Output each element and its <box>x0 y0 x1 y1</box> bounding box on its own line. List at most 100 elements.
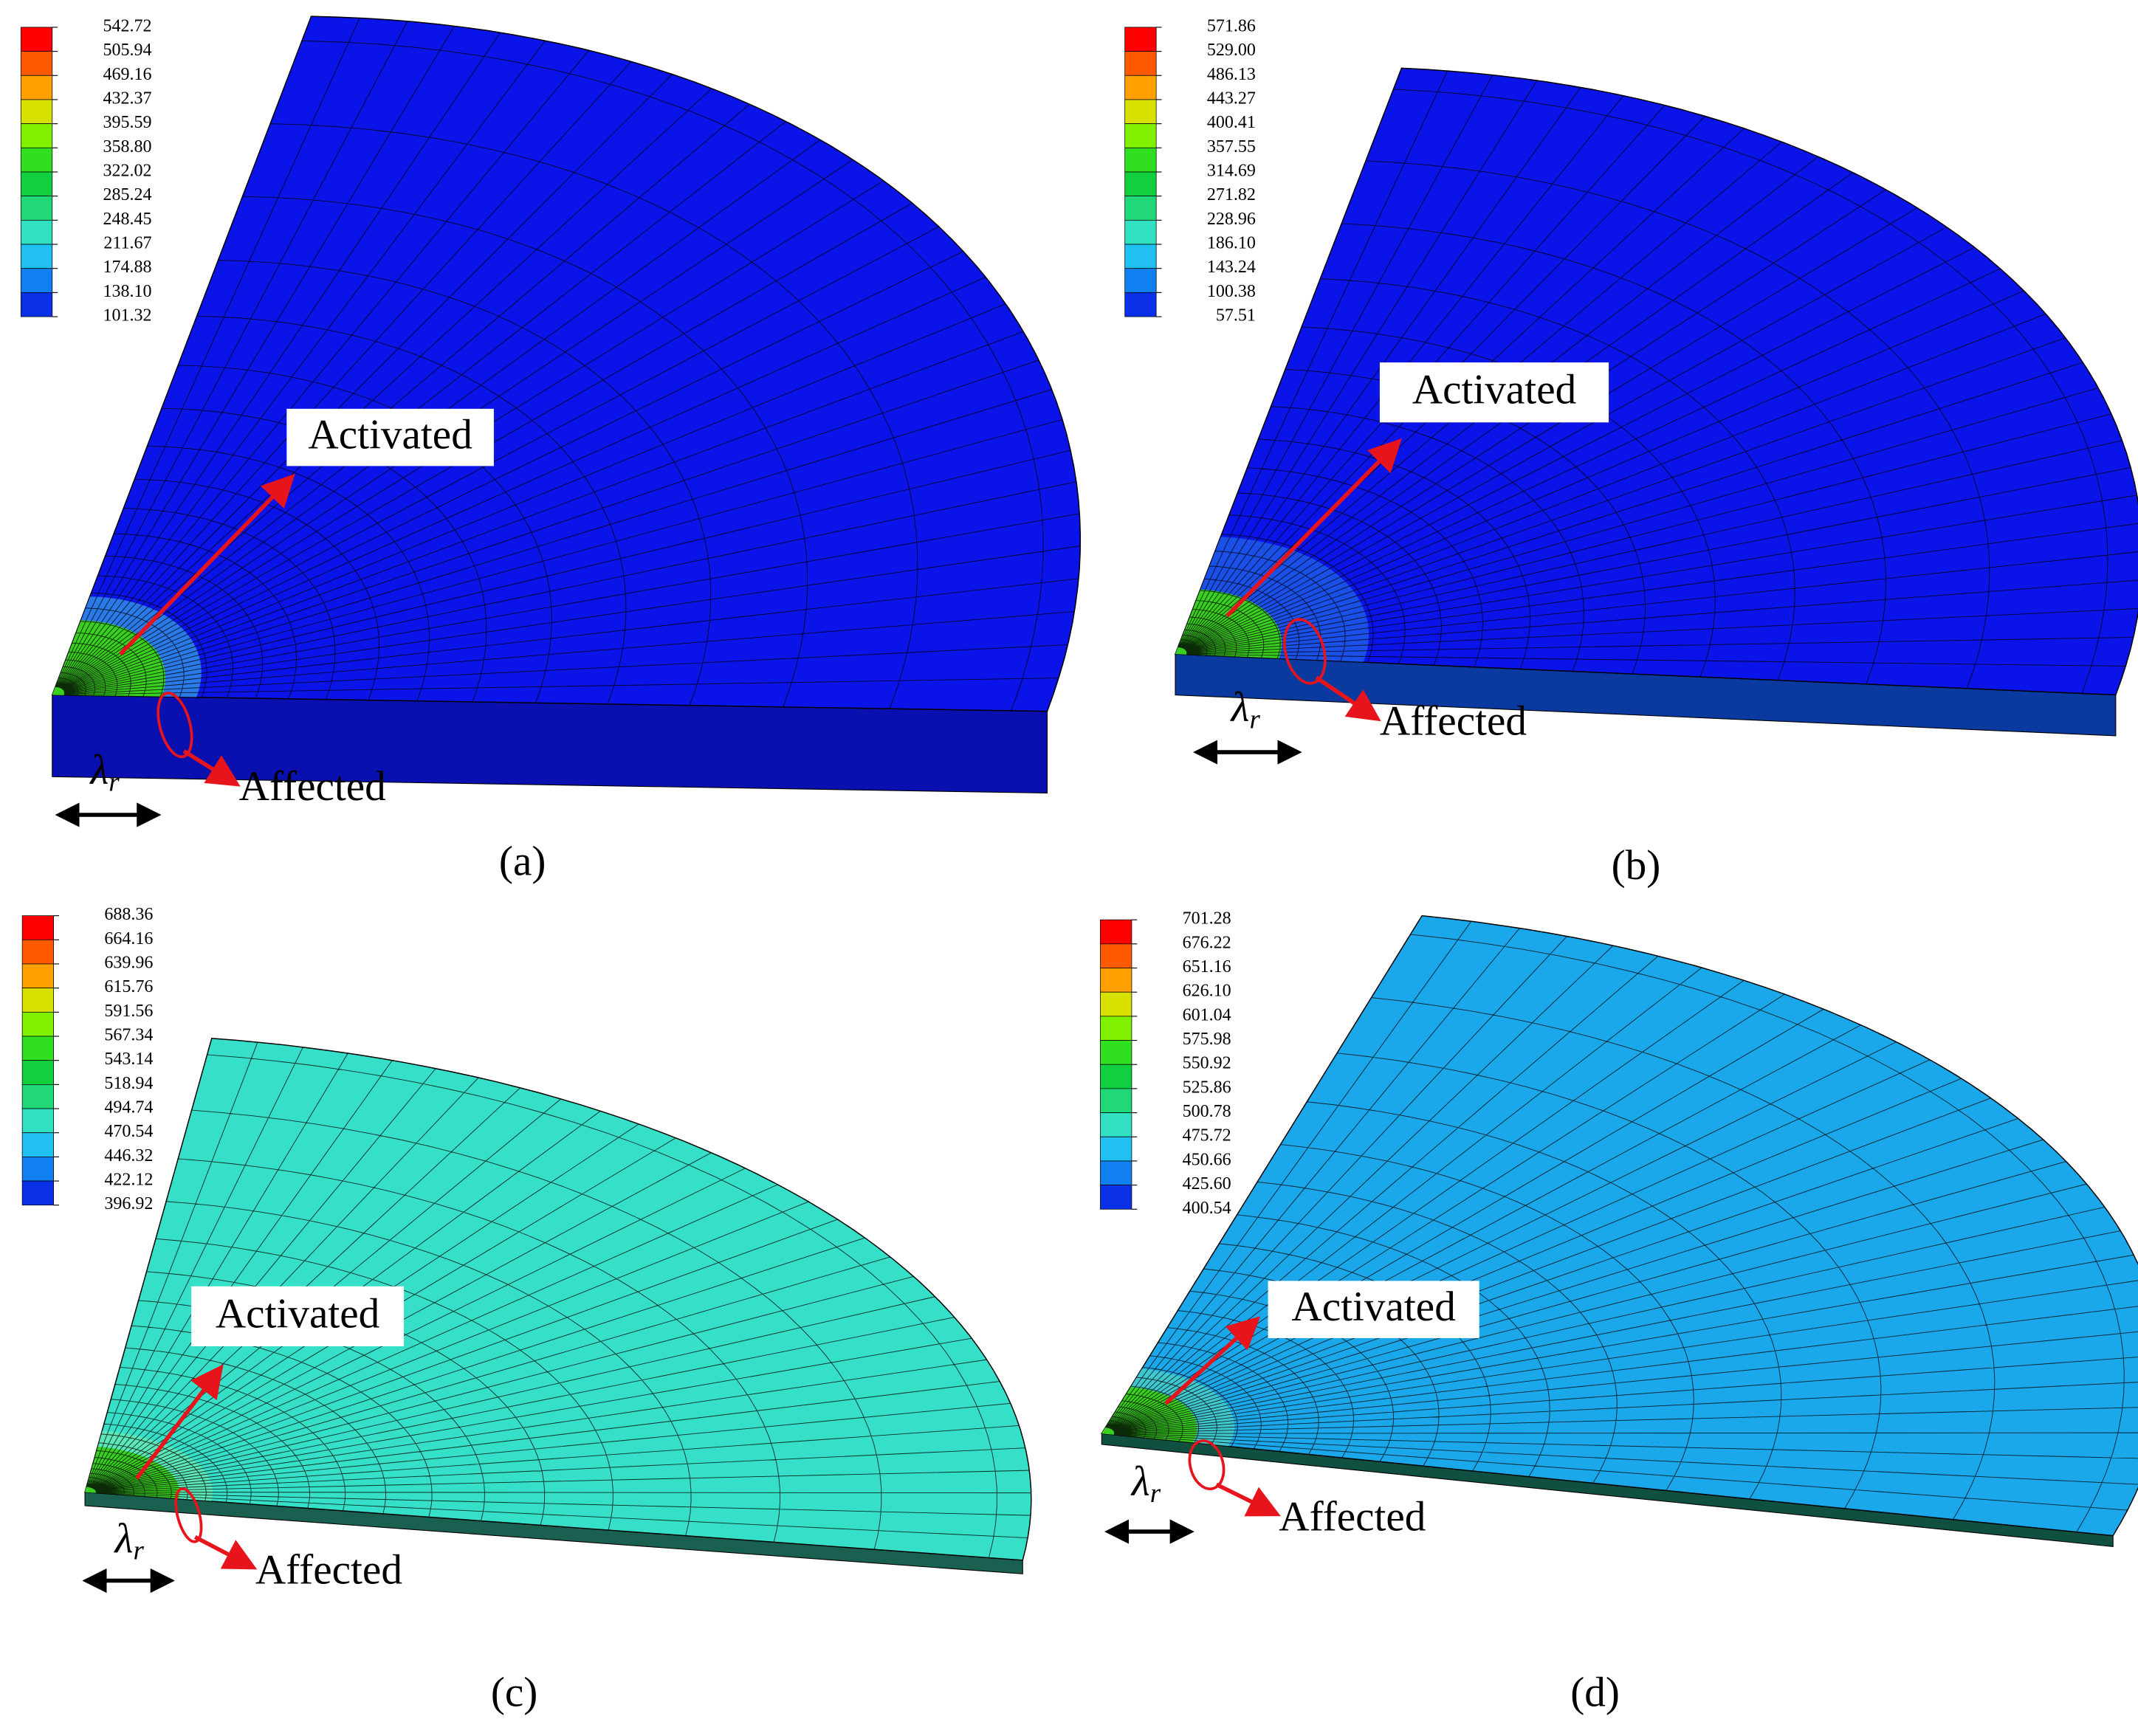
legend-label: 518.94 <box>104 1074 153 1093</box>
panel: 542.72 505.94 469.16 432.37 395.59 358.80 322.… <box>20 16 1082 884</box>
activated-label: Activated <box>1291 1284 1455 1330</box>
legend-label: 101.32 <box>103 306 152 326</box>
legend-label: 211.67 <box>103 234 151 253</box>
legend-label: 186.10 <box>1207 234 1256 253</box>
legend-label: 494.74 <box>104 1098 153 1117</box>
lambda-subscript: r <box>1150 1478 1161 1509</box>
activated-label: Activated <box>308 412 472 458</box>
legend-swatch <box>1100 1016 1132 1041</box>
lambda-label: λr <box>1130 1458 1161 1508</box>
panel-label: (c) <box>491 1670 538 1716</box>
legend-label: 358.80 <box>103 137 152 156</box>
panel: 701.28 676.22 651.16 626.10 601.04 575.98 550.… <box>1100 909 2138 1716</box>
legend-swatch <box>1100 1185 1132 1210</box>
panel-label: (a) <box>499 838 546 884</box>
affected-label: Affected <box>1279 1493 1426 1540</box>
legend-label: 422.12 <box>104 1171 153 1190</box>
legend-swatch <box>20 147 53 173</box>
legend-swatch <box>1124 75 1157 100</box>
legend-label: 525.86 <box>1183 1078 1231 1097</box>
legend-label: 450.66 <box>1183 1150 1231 1169</box>
legend-swatch <box>20 123 53 148</box>
lambda-subscript: r <box>1249 704 1260 734</box>
legend-swatch <box>1124 292 1157 317</box>
legend-label: 505.94 <box>103 41 152 60</box>
legend-label: 57.51 <box>1216 306 1256 326</box>
activated-box <box>1268 1281 1479 1338</box>
panel-label: (b) <box>1612 842 1661 889</box>
legend-swatch <box>1124 171 1157 197</box>
legend-swatch <box>1124 244 1157 269</box>
legend-swatch <box>1100 968 1132 993</box>
lambda-symbol: λ <box>1130 1458 1150 1504</box>
legend-swatch <box>1124 268 1157 293</box>
legend-label: 591.56 <box>104 1002 153 1021</box>
lambda-label: λr <box>114 1515 145 1566</box>
lambda-subscript: r <box>133 1535 144 1566</box>
legend-swatch <box>21 1132 54 1157</box>
legend-swatch <box>21 1011 54 1037</box>
affected-arrow <box>193 1535 258 1570</box>
legend-label: 664.16 <box>104 929 153 948</box>
legend-swatch <box>1124 196 1157 221</box>
legend-swatch <box>21 988 54 1013</box>
legend-swatch <box>21 939 54 965</box>
lambda-label: λr <box>89 747 120 797</box>
activated-label: Activated <box>216 1290 379 1337</box>
legend-label: 542.72 <box>103 16 152 35</box>
legend-label: 314.69 <box>1207 161 1256 180</box>
legend-label: 174.88 <box>103 258 152 277</box>
legend-swatch <box>20 51 53 76</box>
lambda-symbol: λ <box>114 1515 134 1562</box>
legend-swatch <box>21 915 54 940</box>
legend-swatch <box>20 292 53 317</box>
legend-swatch <box>1100 1088 1132 1113</box>
affected-ellipse <box>1283 618 1327 685</box>
legend-swatch <box>1124 219 1157 245</box>
legend-label: 432.37 <box>103 89 152 108</box>
legend-label: 443.27 <box>1207 89 1256 108</box>
activated-arrow <box>1226 438 1402 618</box>
legend-label: 529.00 <box>1207 41 1256 60</box>
panel-label: (d) <box>1570 1670 1620 1716</box>
affected-label: Affected <box>255 1546 402 1593</box>
legend-label: 567.34 <box>104 1026 153 1045</box>
affected-arrow <box>1215 1482 1281 1517</box>
lambda-symbol: λ <box>89 747 109 793</box>
legend-label: 271.82 <box>1207 185 1256 204</box>
legend-swatch <box>20 27 53 52</box>
legend-swatch <box>1124 27 1157 52</box>
legend-swatch <box>1100 943 1132 968</box>
legend-label: 446.32 <box>104 1146 153 1165</box>
legend-label: 357.55 <box>1207 137 1256 156</box>
legend-swatch <box>1124 123 1157 148</box>
activated-label: Activated <box>1412 367 1576 413</box>
legend-swatch <box>1100 919 1132 945</box>
legend-swatch <box>21 1157 54 1182</box>
activated-box <box>1379 362 1609 423</box>
activated-arrow <box>135 1364 224 1480</box>
legend-label: 575.98 <box>1183 1030 1231 1049</box>
lambda-subscript: r <box>109 767 120 797</box>
activated-box <box>191 1286 405 1346</box>
legend-label: 322.02 <box>103 161 152 180</box>
legend-label: 639.96 <box>104 953 153 972</box>
legend-label: 425.60 <box>1183 1174 1231 1194</box>
legend-swatch <box>1100 1040 1132 1065</box>
activated-box <box>286 408 494 466</box>
legend-label: 543.14 <box>104 1050 153 1069</box>
legend-swatch <box>20 196 53 221</box>
legend-label: 676.22 <box>1183 933 1231 952</box>
legend-label: 228.96 <box>1207 210 1256 229</box>
affected-ellipse <box>157 692 193 759</box>
affected-label: Affected <box>1380 698 1527 744</box>
panel: 571.86 529.00 486.13 443.27 400.41 357.55 314.… <box>1124 16 2138 889</box>
legend-swatch <box>21 1036 54 1061</box>
legend-label: 285.24 <box>103 185 152 204</box>
legend-label: 400.54 <box>1183 1199 1231 1218</box>
legend-label: 248.45 <box>103 210 152 229</box>
legend-label: 100.38 <box>1207 282 1256 301</box>
legend-label: 486.13 <box>1207 65 1256 84</box>
affected-ellipse <box>174 1487 203 1543</box>
legend-swatch <box>20 244 53 269</box>
